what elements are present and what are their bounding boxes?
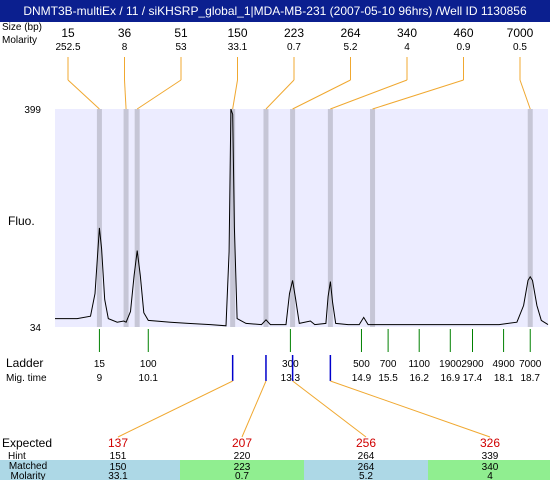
peak-size-label-2: 51 bbox=[174, 26, 188, 40]
ladder-size-3: 500 bbox=[353, 359, 370, 370]
peak-band-2 bbox=[134, 109, 140, 327]
match-leader-0 bbox=[117, 380, 233, 438]
ladder-mig-5: 16.2 bbox=[409, 373, 429, 384]
peak-band-1 bbox=[123, 109, 129, 327]
ladder-size-0: 15 bbox=[94, 359, 106, 370]
peak-size-label-1: 36 bbox=[118, 26, 132, 40]
fluorescence-trace bbox=[55, 108, 549, 327]
matched-value-2: 264 bbox=[358, 462, 375, 473]
peak-molarity-label-5: 5.2 bbox=[344, 42, 358, 53]
peak-size-label-8: 7000 bbox=[507, 26, 534, 40]
match-leader-1 bbox=[241, 380, 267, 438]
peak-molarity-label-3: 33.1 bbox=[228, 42, 248, 53]
ladder-label: Ladder bbox=[6, 356, 43, 370]
match-leader-3 bbox=[330, 380, 491, 438]
matched-label-cell bbox=[0, 460, 56, 470]
ladder-mig-6: 16.9 bbox=[441, 373, 461, 384]
peak-band-7 bbox=[370, 109, 376, 327]
mig-time-label: Mig. time bbox=[6, 373, 47, 384]
peak-band-6 bbox=[327, 109, 333, 327]
matched-cell-2 bbox=[304, 460, 428, 480]
ladder-size-5: 1100 bbox=[408, 359, 430, 370]
matched-molarity-1: 0.7 bbox=[235, 471, 249, 480]
peak-molarity-label-0: 252.5 bbox=[55, 42, 80, 53]
peak-molarity-label-7: 0.9 bbox=[457, 42, 471, 53]
ladder-size-9: 7000 bbox=[519, 359, 542, 370]
hint-label: Hint bbox=[8, 451, 26, 462]
ladder-mig-9: 18.7 bbox=[520, 373, 540, 384]
ladder-size-2: 300 bbox=[282, 359, 299, 370]
matched-molarity-2: 5.2 bbox=[359, 471, 373, 480]
peak-band-0 bbox=[96, 109, 102, 327]
expected-value-3: 326 bbox=[480, 436, 500, 450]
ladder-size-1: 100 bbox=[140, 359, 157, 370]
molarity-header-label: Molarity bbox=[2, 35, 37, 46]
peak-leader-3 bbox=[232, 79, 238, 110]
peak-size-label-7: 460 bbox=[453, 26, 473, 40]
ladder-size-7: 2900 bbox=[461, 359, 484, 370]
peak-size-label-3: 150 bbox=[227, 26, 247, 40]
fluo-label: Fluo. bbox=[8, 214, 35, 228]
hint-value-0: 151 bbox=[110, 451, 127, 462]
expected-value-0: 137 bbox=[108, 436, 128, 450]
hint-value-1: 220 bbox=[234, 451, 251, 462]
ladder-size-4: 700 bbox=[380, 359, 397, 370]
ladder-mig-1: 10.1 bbox=[139, 373, 159, 384]
ladder-mig-0: 9 bbox=[97, 373, 103, 384]
ladder-size-6: 1900 bbox=[439, 359, 462, 370]
expected-value-2: 256 bbox=[356, 436, 376, 450]
peak-molarity-label-2: 53 bbox=[175, 42, 187, 53]
expected-label: Expected bbox=[2, 436, 52, 450]
peak-size-label-5: 264 bbox=[340, 26, 360, 40]
peak-band-3 bbox=[230, 109, 236, 327]
size-header-label: Size (bp) bbox=[2, 22, 42, 33]
ladder-mig-4: 15.5 bbox=[378, 373, 398, 384]
matched-cell-0 bbox=[56, 460, 180, 480]
peak-leader-4 bbox=[265, 79, 295, 110]
matched-cell-3 bbox=[428, 460, 550, 480]
y-min-label: 34 bbox=[30, 323, 42, 334]
matched-molarity-3: 4 bbox=[487, 471, 493, 480]
y-max-label: 399 bbox=[24, 105, 41, 116]
ladder-size-8: 4900 bbox=[492, 359, 515, 370]
peak-molarity-label-8: 0.5 bbox=[513, 42, 527, 53]
peak-band-5 bbox=[290, 109, 296, 327]
matched-cell-1 bbox=[180, 460, 304, 480]
bottom-molarity-label: Molarity bbox=[10, 471, 45, 480]
expected-value-1: 207 bbox=[232, 436, 252, 450]
peak-molarity-label-1: 8 bbox=[122, 42, 128, 53]
peak-band-4 bbox=[263, 109, 269, 327]
peak-leader-7 bbox=[372, 79, 464, 110]
peak-size-label-4: 223 bbox=[284, 26, 304, 40]
peak-leader-5 bbox=[292, 79, 351, 110]
hint-value-3: 339 bbox=[482, 451, 499, 462]
peak-molarity-label-4: 0.7 bbox=[287, 42, 301, 53]
ladder-mig-8: 18.1 bbox=[494, 373, 514, 384]
matched-value-0: 150 bbox=[110, 462, 127, 473]
matched-value-3: 340 bbox=[482, 462, 499, 473]
matched-value-1: 223 bbox=[234, 462, 251, 473]
match-leader-2 bbox=[292, 380, 367, 438]
peak-leader-6 bbox=[330, 79, 408, 110]
peak-molarity-label-6: 4 bbox=[404, 42, 410, 53]
peak-leader-0 bbox=[67, 79, 100, 110]
ladder-mig-3: 14.9 bbox=[352, 373, 372, 384]
plot-area bbox=[55, 109, 548, 327]
matched-label: Matched bbox=[9, 461, 47, 472]
hint-value-2: 264 bbox=[358, 451, 375, 462]
peak-leader-8 bbox=[519, 79, 531, 110]
peak-band-8 bbox=[527, 109, 533, 327]
peak-leader-1 bbox=[124, 79, 127, 110]
chart-title: DNMT3B-multiEx / 11 / siKHSRP_global_1|M… bbox=[0, 0, 550, 22]
peak-leader-2 bbox=[136, 79, 182, 110]
molarity-label-cell bbox=[0, 470, 56, 480]
matched-molarity-0: 33.1 bbox=[108, 471, 128, 480]
ladder-mig-2: 13.3 bbox=[281, 373, 301, 384]
peak-size-label-6: 340 bbox=[397, 26, 417, 40]
ladder-mig-7: 17.4 bbox=[463, 373, 483, 384]
peak-size-label-0: 15 bbox=[61, 26, 75, 40]
